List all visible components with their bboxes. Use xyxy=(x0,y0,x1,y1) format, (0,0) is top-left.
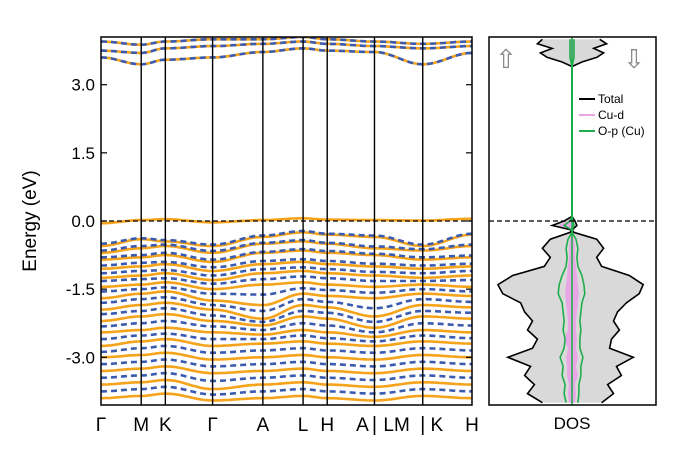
band-down-15 xyxy=(101,358,472,368)
band-down-2 xyxy=(101,37,472,46)
k-label: L xyxy=(298,415,309,436)
total-dos-up xyxy=(496,38,574,404)
band-up-14 xyxy=(101,337,472,348)
y-axis-label: Energy (eV) xyxy=(20,170,41,271)
band-down-9 xyxy=(101,285,472,296)
band-up-4 xyxy=(101,231,472,248)
band-up-17 xyxy=(101,378,472,391)
y-tick-label: 1.5 xyxy=(71,144,95,163)
k-labels: Γ M K Γ A L H A | LM | K H xyxy=(96,414,479,436)
k-label: K xyxy=(159,415,172,436)
band-up-7 xyxy=(101,260,472,273)
legend-label: Cu-d xyxy=(598,108,624,122)
band-down-4 xyxy=(101,238,472,253)
band-up-15 xyxy=(101,351,472,361)
band-down-11 xyxy=(101,306,472,324)
band-down-16 xyxy=(101,371,472,383)
o-p-dos-up xyxy=(557,39,573,403)
band-down-0 xyxy=(101,47,472,66)
band-down-5 xyxy=(101,247,472,261)
k-label: LM xyxy=(383,415,409,436)
y-tick-label: -1.5 xyxy=(66,280,95,299)
k-label: K xyxy=(430,415,443,436)
band-down-17 xyxy=(101,385,472,396)
k-label: H xyxy=(465,415,479,436)
cu-d-fill xyxy=(558,39,579,403)
y-tick-label: 3.0 xyxy=(71,76,95,95)
band-down-8 xyxy=(101,275,472,286)
band-up-10 xyxy=(101,290,472,307)
band-up-16 xyxy=(101,365,472,375)
k-label: H xyxy=(320,415,334,436)
band-down-10 xyxy=(101,295,472,313)
bands xyxy=(101,37,472,402)
k-label: A xyxy=(257,415,270,436)
spin-up-arrow-icon: ⇧ xyxy=(495,44,517,74)
y-ticks: 3.0 1.5 0.0 -1.5 -3.0 xyxy=(66,76,472,367)
dos-x-label: DOS xyxy=(554,414,591,433)
spin-down-arrow-icon: ⇩ xyxy=(623,44,645,74)
legend-label: Total xyxy=(598,92,623,106)
band-down-1 xyxy=(101,40,472,55)
legend-label: O-p (Cu) xyxy=(598,124,645,138)
legend: Total Cu-d O-p (Cu) xyxy=(579,92,645,138)
band-up-3 xyxy=(101,217,472,225)
band-down-13 xyxy=(101,332,472,343)
k-label: A xyxy=(356,415,369,436)
y-tick-label: 0.0 xyxy=(71,212,95,231)
band-up-12 xyxy=(101,312,472,330)
band-up-9 xyxy=(101,280,472,291)
band-structure-panel: 3.01.50.0-1.5-3.0 Γ M K Γ A L H A | LM | K H Energy … xyxy=(20,36,479,436)
o-p-dos-down xyxy=(571,39,586,403)
band-down-12 xyxy=(101,319,472,334)
band-down-14 xyxy=(101,344,472,355)
k-label: Γ xyxy=(96,415,106,436)
k-label: | xyxy=(372,414,377,436)
band-down-6 xyxy=(101,257,472,269)
dos-frame xyxy=(488,36,657,406)
band-down-3 xyxy=(101,229,472,246)
y-tick-label: -3.0 xyxy=(66,348,95,367)
band-up-18 xyxy=(101,392,472,402)
band-up-8 xyxy=(101,269,472,282)
k-label: M xyxy=(133,415,149,436)
dos-panel: ⇧ ⇩ Total Cu-d O-p (Cu) DOS xyxy=(488,36,657,433)
band-up-13 xyxy=(101,326,472,339)
k-label: Γ xyxy=(207,415,217,436)
total-dos-down xyxy=(570,38,645,404)
k-label: | xyxy=(420,414,425,436)
band-up-11 xyxy=(101,301,472,321)
band-down-7 xyxy=(101,265,472,277)
